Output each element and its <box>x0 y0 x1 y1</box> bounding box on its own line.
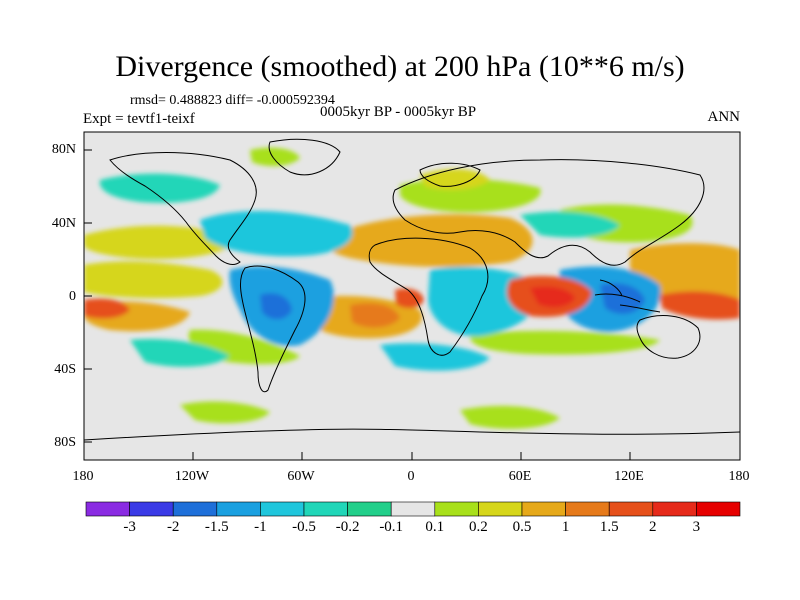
colorbar-swatch <box>347 501 392 517</box>
coastline-north-america <box>109 152 257 265</box>
colorbar-swatch <box>216 501 261 517</box>
lon-label-180w: 180 <box>72 469 94 484</box>
colorbar-swatch <box>260 501 305 517</box>
colorbar-swatch <box>608 501 654 517</box>
season-text: ANN <box>707 109 741 125</box>
field-region <box>84 298 130 319</box>
colorbar-swatch <box>85 501 130 517</box>
figure-title: Divergence (smoothed) at 200 hPa (10**6 … <box>115 50 685 83</box>
field-region <box>530 286 575 308</box>
colorbar-swatch <box>129 501 174 517</box>
lon-label-60w: 60W <box>287 469 315 484</box>
lat-label-80s: 80S <box>54 435 76 450</box>
field-region <box>200 210 353 257</box>
colorbar-label: 2 <box>649 519 657 535</box>
stats-text: rmsd= 0.488823 diff= -0.000592394 <box>130 93 335 108</box>
lon-label-120e: 120E <box>614 469 644 484</box>
colorbar-swatch <box>521 501 566 517</box>
colorbar <box>85 501 741 517</box>
experiment-text: Expt = tevtf1-teixf <box>83 111 195 127</box>
lon-label-180e: 180 <box>728 469 750 484</box>
colorbar-label: -2 <box>166 519 180 535</box>
coastline-europe <box>419 162 481 187</box>
coastline-greenland <box>268 138 341 176</box>
field-region <box>180 401 270 424</box>
field-region <box>260 293 292 320</box>
coastline-antarctica <box>84 428 740 441</box>
colorbar-label: -3 <box>123 519 136 535</box>
colorbar-swatch <box>172 501 218 517</box>
colorbar-swatch <box>303 501 348 517</box>
lon-label-120w: 120W <box>174 469 210 484</box>
colorbar-label: 0.5 <box>512 519 532 535</box>
colorbar-swatch <box>434 501 479 517</box>
field-region <box>99 173 220 203</box>
colorbar-swatch <box>652 501 697 517</box>
colorbar-label: 1.5 <box>599 519 619 535</box>
field-region <box>395 288 424 309</box>
field-region <box>380 343 490 371</box>
lon-label-60e: 60E <box>508 469 532 484</box>
coastline-south-america <box>240 265 306 393</box>
field-region <box>469 330 660 355</box>
coastline-eurasia <box>392 159 705 266</box>
colorbar-label: -0.1 <box>379 519 404 535</box>
field-region <box>130 338 230 367</box>
colorbar-swatch <box>565 501 610 517</box>
coastline-indonesia <box>594 279 661 313</box>
lat-label-40s: 40S <box>54 362 76 377</box>
lon-label-0: 0 <box>407 469 415 484</box>
field-region <box>350 303 400 328</box>
field-region <box>520 211 620 238</box>
colorbar-label: -0.2 <box>335 519 360 535</box>
colorbar-swatch <box>696 501 741 517</box>
field-region <box>84 225 240 260</box>
colorbar-label: -1 <box>254 519 267 535</box>
colorbar-label: 0.1 <box>425 519 445 535</box>
colorbar-swatch <box>478 501 523 517</box>
colorbar-label: 0.2 <box>469 519 488 535</box>
colorbar-label: -1.5 <box>204 519 229 535</box>
colorbar-label: -0.5 <box>292 519 316 535</box>
colorbar-swatch <box>390 501 436 517</box>
field-region <box>325 214 533 267</box>
coastlines <box>84 138 740 441</box>
divergence-field <box>84 147 740 429</box>
period-text: 0005kyr BP - 0005kyr BP <box>320 104 477 120</box>
field-region <box>250 147 300 167</box>
plot-frame <box>83 131 741 461</box>
field-region <box>460 405 560 429</box>
lat-label-40n: 40N <box>51 216 76 231</box>
coastline-australia <box>636 315 701 359</box>
colorbar-label: 3 <box>692 519 701 535</box>
lat-label-80n: 80N <box>51 142 76 157</box>
field-region <box>84 261 223 299</box>
lat-label-eq: 0 <box>69 289 76 304</box>
coastline-africa <box>368 237 489 356</box>
field-region <box>660 291 740 320</box>
colorbar-label: 1 <box>561 519 570 535</box>
field-region <box>600 283 645 314</box>
